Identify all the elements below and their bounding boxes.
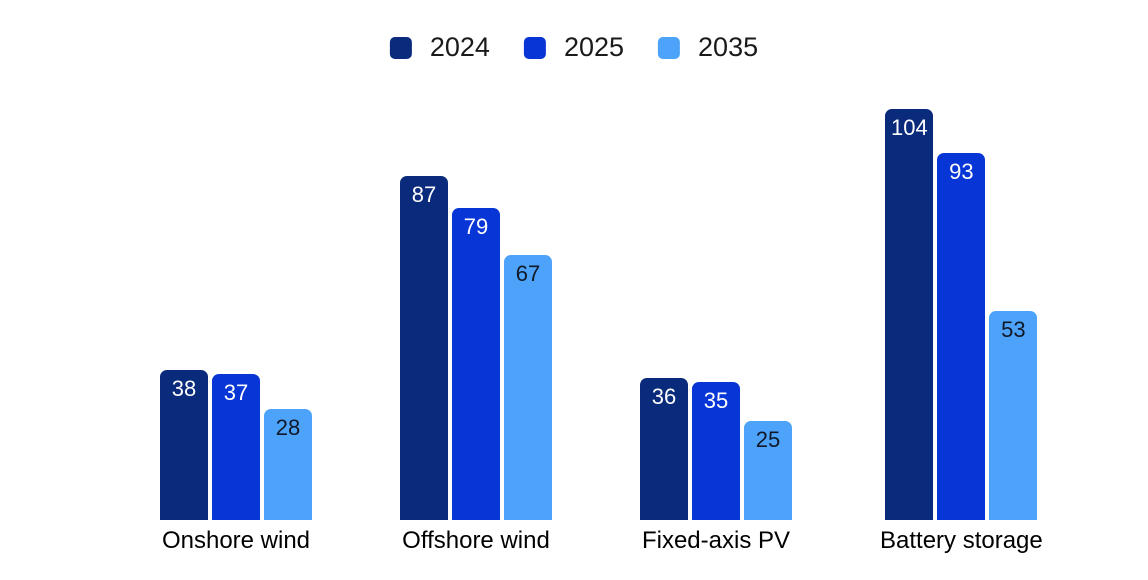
legend-label: 2035	[698, 32, 759, 62]
legend-label: 2024	[429, 32, 490, 62]
chart-legend: 2024 2025 2035	[389, 32, 758, 62]
bar-2035-offshore-wind: 67	[504, 254, 552, 520]
category-label: Offshore wind	[402, 526, 550, 554]
bar-value-label: 37	[223, 379, 249, 405]
bar-group-offshore-wind: 87 79 67 Offshore wind	[400, 175, 552, 554]
bar-2035-fixed-axis-pv: 25	[744, 420, 792, 520]
bar-2035-battery-storage: 53	[989, 310, 1038, 520]
legend-item-2025: 2025	[523, 32, 625, 62]
bar-cluster: 36 35 25	[640, 377, 792, 520]
legend-item-2024: 2024	[389, 32, 490, 62]
bar-2025-fixed-axis-pv: 35	[692, 381, 740, 520]
bar-group-fixed-axis-pv: 36 35 25 Fixed-axis PV	[640, 377, 792, 554]
bar-cluster: 38 37 28	[160, 369, 312, 520]
bar-2035-onshore-wind: 28	[264, 408, 312, 520]
bar-value-label: 28	[275, 414, 301, 440]
bar-2024-offshore-wind: 87	[400, 175, 448, 520]
bar-2024-fixed-axis-pv: 36	[640, 377, 688, 520]
chart-plot-area: 38 37 28 Onshore wind 87 79 67 Offshore wind 36 3…	[160, 108, 1043, 554]
bar-value-label: 36	[651, 383, 677, 409]
bar-value-label: 25	[755, 426, 781, 452]
bar-value-label: 93	[949, 158, 974, 184]
legend-swatch-2025	[523, 36, 546, 59]
bar-2024-battery-storage: 104	[885, 108, 934, 520]
legend-swatch-2035	[658, 36, 681, 59]
bar-cluster: 104 93 53	[885, 108, 1038, 520]
bar-2024-onshore-wind: 38	[160, 369, 208, 520]
bar-value-label: 87	[411, 181, 437, 207]
category-label: Fixed-axis PV	[641, 526, 791, 554]
legend-label: 2025	[563, 32, 625, 62]
category-label: Onshore wind	[161, 526, 311, 554]
bar-value-label: 53	[1001, 316, 1026, 342]
bar-value-label: 38	[171, 375, 197, 401]
bar-value-label: 67	[515, 260, 541, 286]
category-label: Battery storage	[880, 526, 1043, 554]
bar-cluster: 87 79 67	[400, 175, 552, 520]
bar-2025-onshore-wind: 37	[212, 373, 260, 520]
bar-group-onshore-wind: 38 37 28 Onshore wind	[160, 369, 312, 554]
legend-item-2035: 2035	[658, 34, 758, 61]
bar-group-battery-storage: 104 93 53 Battery storage	[880, 108, 1043, 554]
legend-swatch-2024	[389, 36, 412, 59]
bar-value-label: 35	[703, 387, 729, 413]
bar-value-label: 79	[463, 213, 489, 239]
bar-2025-battery-storage: 93	[937, 152, 986, 520]
bar-value-label: 104	[891, 114, 928, 140]
bar-2025-offshore-wind: 79	[452, 207, 500, 520]
